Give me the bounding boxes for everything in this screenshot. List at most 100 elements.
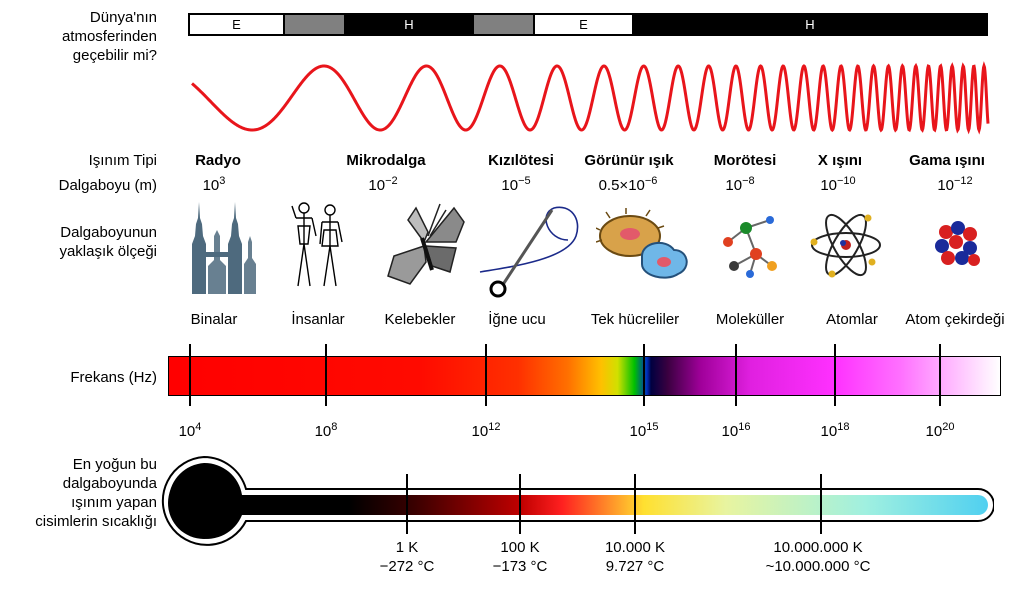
atmosphere-question: Dünya'nın atmosferinden geçebilir mi? bbox=[0, 8, 157, 65]
frequency-tick-label: 104 bbox=[179, 422, 202, 441]
atmosphere-bar: E H E H bbox=[188, 13, 988, 36]
wavelength-exponent: −6 bbox=[644, 175, 658, 187]
frequency-tick-mark bbox=[939, 344, 941, 406]
atmosphere-question-line: Dünya'nın bbox=[89, 9, 157, 26]
wavelength-value: 10−5 bbox=[501, 176, 530, 195]
temperature-label-line: En yoğun bu bbox=[72, 456, 157, 473]
frequency-tick-label: 108 bbox=[315, 422, 338, 441]
wavelength-base: 10 bbox=[937, 177, 955, 194]
temperature-tick-mark bbox=[820, 474, 822, 534]
wavelength-exponent: −2 bbox=[385, 175, 398, 187]
cell-icon bbox=[596, 208, 688, 279]
temperature-tick-mark bbox=[634, 474, 636, 534]
atmosphere-question-line: geçebilir mi? bbox=[72, 47, 157, 64]
wavelength-base: 10 bbox=[202, 177, 220, 194]
frequency-tick-label: 1020 bbox=[926, 422, 955, 441]
nucleus-icon bbox=[935, 221, 980, 266]
temperature-tick-label: 10.000.000 K ~10.000.000 °C bbox=[766, 538, 871, 576]
temperature-kelvin: 1 K bbox=[395, 539, 419, 556]
frequency-tick-base: 10 bbox=[629, 423, 647, 440]
scale-label: Kelebekler bbox=[384, 311, 456, 328]
row-label-scale-line: Dalgaboyunun bbox=[60, 224, 157, 241]
frequency-tick-base: 10 bbox=[314, 423, 332, 440]
temperature-tick-mark bbox=[519, 474, 521, 534]
frequency-tick-mark bbox=[325, 344, 327, 406]
temperature-label-line: ışınım yapan bbox=[71, 494, 157, 511]
segment-label: E bbox=[579, 17, 588, 32]
frequency-tick-base: 10 bbox=[721, 423, 739, 440]
frequency-tick-exponent: 16 bbox=[738, 421, 751, 433]
frequency-tick-base: 10 bbox=[178, 423, 196, 440]
frequency-tick-exponent: 20 bbox=[942, 421, 955, 433]
thermometer-bulb bbox=[168, 467, 240, 539]
radiation-name-infrared: Kızılötesi bbox=[488, 152, 554, 169]
frequency-tick-mark bbox=[643, 344, 645, 406]
wavelength-exponent: −8 bbox=[742, 175, 755, 187]
wavelength-base: 10 bbox=[820, 177, 838, 194]
radiation-name-xray: X ışını bbox=[817, 152, 863, 169]
temperature-kelvin: 10.000.000 K bbox=[773, 539, 863, 556]
segment-label: H bbox=[805, 17, 815, 32]
segment-label: E bbox=[232, 17, 241, 32]
wavelength-base: 10 bbox=[368, 177, 386, 194]
atmosphere-segment-transparent: E bbox=[535, 15, 634, 34]
thermometer-fill bbox=[168, 462, 989, 539]
frequency-tick-mark bbox=[485, 344, 487, 406]
atmosphere-question-line: atmosferinden bbox=[61, 28, 157, 45]
atmosphere-segment-opaque: H bbox=[634, 15, 986, 34]
temperature-kelvin: 100 K bbox=[500, 539, 540, 556]
segment-label: H bbox=[404, 17, 414, 32]
frequency-tick-base: 10 bbox=[820, 423, 838, 440]
frequency-tick-label: 1016 bbox=[722, 422, 751, 441]
wavelength-base: 0.5×10 bbox=[598, 177, 645, 194]
wavelength-exponent: −10 bbox=[837, 175, 856, 187]
frequency-label: Frekans (Hz) bbox=[70, 369, 157, 386]
needle-icon bbox=[479, 206, 579, 298]
scale-label: Binalar bbox=[190, 311, 238, 328]
temperature-celsius: −272 °C bbox=[379, 558, 435, 575]
temperature-tick-mark bbox=[406, 474, 408, 534]
scale-label: Moleküller bbox=[715, 311, 785, 328]
scale-label: Atom çekirdeği bbox=[905, 311, 1005, 328]
radiation-name-gamma: Gama ışını bbox=[909, 152, 985, 169]
atmosphere-segment-partial bbox=[285, 15, 344, 34]
frequency-tick-label: 1012 bbox=[472, 422, 501, 441]
wavelength-exponent: −12 bbox=[954, 175, 973, 187]
atmosphere-segment-opaque: H bbox=[344, 15, 474, 34]
radiation-name-radio: Radyo bbox=[195, 152, 241, 169]
frequency-tick-label: 1015 bbox=[630, 422, 659, 441]
wavelength-value: 0.5×10−6 bbox=[599, 176, 658, 195]
temperature-label: En yoğun bu dalgaboyunda ışınım yapan ci… bbox=[0, 455, 157, 531]
temperature-tick-label: 10.000 K 9.727 °C bbox=[605, 538, 665, 576]
frequency-tick-base: 10 bbox=[925, 423, 943, 440]
scale-label: Tek hücreliler bbox=[590, 311, 680, 328]
wavelength-value: 10−10 bbox=[820, 176, 855, 195]
buildings-icon bbox=[192, 202, 256, 294]
frequency-spectrum-bar bbox=[168, 356, 1001, 396]
wavelength-value: 103 bbox=[203, 176, 226, 195]
frequency-tick-mark bbox=[735, 344, 737, 406]
molecule-icon bbox=[723, 216, 777, 278]
scale-label: Atomlar bbox=[826, 311, 878, 328]
temperature-tick-label: 100 K −173 °C bbox=[493, 538, 548, 576]
radiation-name-ultraviolet: Morötesi bbox=[713, 152, 777, 169]
wavelength-base: 10 bbox=[501, 177, 519, 194]
temperature-tick-label: 1 K −272 °C bbox=[380, 538, 435, 576]
scale-label: İğne ucu bbox=[488, 311, 546, 328]
wave-line bbox=[191, 61, 990, 135]
temperature-kelvin: 10.000 K bbox=[604, 539, 666, 556]
wavelength-value: 10−12 bbox=[937, 176, 972, 195]
atmosphere-segment-partial bbox=[474, 15, 535, 34]
atmosphere-segment-transparent: E bbox=[190, 15, 285, 34]
frequency-tick-mark bbox=[834, 344, 836, 406]
wave-graphic bbox=[191, 61, 990, 135]
frequency-tick-mark bbox=[189, 344, 191, 406]
temperature-label-line: cisimlerin sıcaklığı bbox=[35, 513, 157, 530]
row-label-type: Işınım Tipi bbox=[88, 152, 157, 169]
frequency-tick-base: 10 bbox=[471, 423, 489, 440]
temperature-celsius: 9.727 °C bbox=[605, 558, 665, 575]
wavelength-base: 10 bbox=[725, 177, 743, 194]
wavelength-value: 10−2 bbox=[368, 176, 397, 195]
frequency-tick-exponent: 4 bbox=[195, 421, 202, 433]
scale-label: İnsanlar bbox=[291, 311, 345, 328]
